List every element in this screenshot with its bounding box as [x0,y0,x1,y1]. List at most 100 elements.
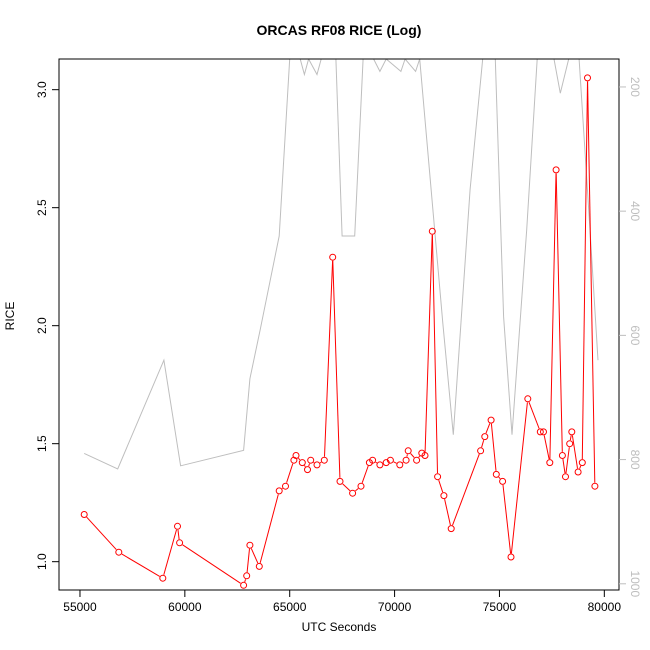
y-tick-label: 1.5 [35,435,49,452]
rice-point [240,581,248,589]
chart-title: ORCAS RF08 RICE (Log) [257,22,422,38]
rice-point [336,477,344,485]
x-tick-label: 70000 [378,600,412,614]
x-axis-label: UTC Seconds [302,620,377,634]
rice-line-segment [361,465,369,483]
rice-line-segment [250,548,259,564]
rice-line-segment [244,579,247,583]
rice-point [275,487,283,495]
rice-line-segment [571,435,578,469]
y2-tick-label: 800 [628,450,642,470]
rice-line-segment [431,234,438,474]
rice-point [574,468,582,476]
rice-point [386,456,394,464]
rice-line-segment [555,173,563,452]
rice-point [159,574,167,582]
rice-point [282,482,289,490]
rice-point [477,447,485,455]
rice-line-segment [581,81,588,460]
y2-tick-label: 600 [628,325,642,345]
rice-point [376,461,384,469]
rice-point [298,459,306,467]
rice-point [349,489,357,497]
rice-point [562,473,569,481]
x-tick-label: 55000 [63,600,97,614]
rice-line-segment [246,548,250,573]
rice-point [176,539,184,547]
rice-line-segment [587,81,596,483]
rice-point [396,461,404,469]
rice-line-segment [485,423,491,434]
rice-point [304,466,311,474]
y-tick-label: 3.0 [35,81,49,98]
rice-point [292,452,300,459]
rice-line-segment [510,402,528,554]
rice-point [492,470,500,478]
rice-point [566,440,574,448]
rice-line-segment [332,260,341,478]
rice-line-segment [543,435,550,460]
rice-point [499,477,507,485]
x-tick-label: 75000 [483,600,517,614]
rice-point [174,522,181,530]
rice-line-segment [502,484,512,554]
rice-point [402,456,410,464]
rice-line-segment [286,463,294,483]
rice-point [80,511,88,518]
rice-point [428,227,436,235]
y-tick-label: 1.0 [35,553,49,570]
rice-line-segment [452,453,480,526]
rice-line-segment [182,544,241,584]
rice-point [481,433,489,441]
rice-line-segment [319,461,322,464]
rice-line-segment [163,529,177,575]
rice-line-segment [424,234,433,452]
x-axis: 55000 60000 65000 70000 75000 80000 [63,590,621,614]
rice-point [307,456,315,464]
x-tick-label: 65000 [273,600,307,614]
rice-line-segment [562,458,566,474]
rice-line-segment [342,483,351,492]
rice-line-segment [569,435,572,441]
rice-line-segment [324,260,334,457]
rice-point [447,525,455,533]
rice-point [568,428,576,436]
rice-line-segment [565,447,570,474]
rice-point [524,395,532,403]
rice-point [552,166,560,174]
rice-point [584,74,591,82]
rice-line-segment [438,479,444,493]
rice-line-segment [259,494,279,564]
rice-point [243,572,251,580]
rice-point [255,562,263,570]
rice-line-segment [444,498,451,526]
y-axis: 1.0 1.5 2.0 2.5 3.0 [35,81,59,570]
y-axis-label: RICE [3,302,17,331]
rice-line-segment [410,453,415,458]
rice-point [540,428,547,436]
y-tick-label: 2.0 [35,317,49,334]
x-tick-label: 60000 [168,600,202,614]
rice-series [80,74,599,589]
rice-point [536,428,544,436]
rice-point [507,553,515,561]
rice-line-segment [121,553,160,577]
rice-point [115,548,123,556]
rice-line-segment [298,457,301,461]
rice-point [434,473,442,481]
rice-point [404,447,412,455]
rice-line-segment [579,465,582,469]
rice-line-segment [528,402,540,429]
rice-point [320,456,328,464]
rice-line-segment [304,465,306,468]
rice-line-segment [549,173,557,460]
rice-point [246,541,254,549]
plot-frame [58,58,620,591]
secondary-y-axis: 200 400 600 800 1000 [619,77,642,597]
rice-point [357,482,365,490]
y-tick-label: 2.5 [35,199,49,216]
rice-line-segment [481,439,485,448]
rice-point [313,461,321,469]
rice-point [487,416,495,424]
